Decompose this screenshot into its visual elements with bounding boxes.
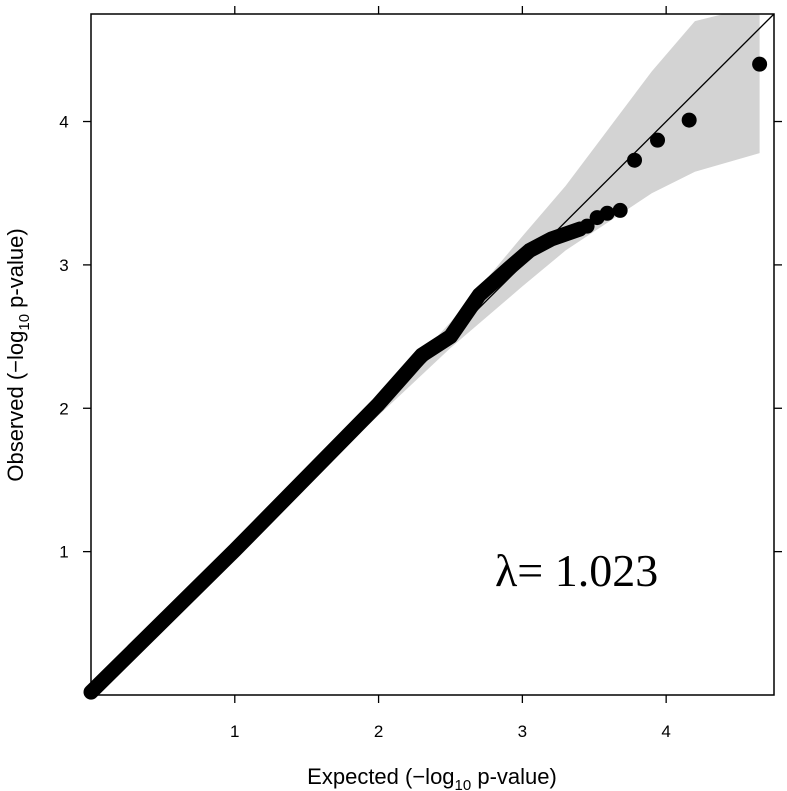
plot-frame <box>90 13 775 696</box>
y-tick-label: 3 <box>59 256 68 275</box>
x-tick-label: 1 <box>230 722 239 741</box>
data-point-5 <box>627 152 643 168</box>
x-tick-label: 3 <box>518 722 527 741</box>
lambda-annotation: λ= 1.023 <box>495 545 658 596</box>
data-points-layer <box>83 56 768 700</box>
x-tick-label: 2 <box>374 722 383 741</box>
axis-ticks-layer: 1 2 3 4 1 2 3 4 <box>59 6 782 741</box>
y-tick-label: 2 <box>59 399 68 418</box>
data-point-8 <box>752 56 768 72</box>
dense-points-band <box>83 221 588 700</box>
data-point-6 <box>650 132 666 148</box>
data-point-7 <box>681 112 697 128</box>
y-axis-title: Observed (−log10 p-value) <box>3 228 33 481</box>
data-point-3 <box>599 205 615 221</box>
x-tick-label: 4 <box>661 722 670 741</box>
x-axis-title: Expected (−log10 p-value) <box>307 764 557 791</box>
y-tick-label: 1 <box>59 543 68 562</box>
data-point-4 <box>612 202 628 218</box>
data-point-1 <box>579 218 595 234</box>
y-tick-label: 4 <box>59 113 68 132</box>
